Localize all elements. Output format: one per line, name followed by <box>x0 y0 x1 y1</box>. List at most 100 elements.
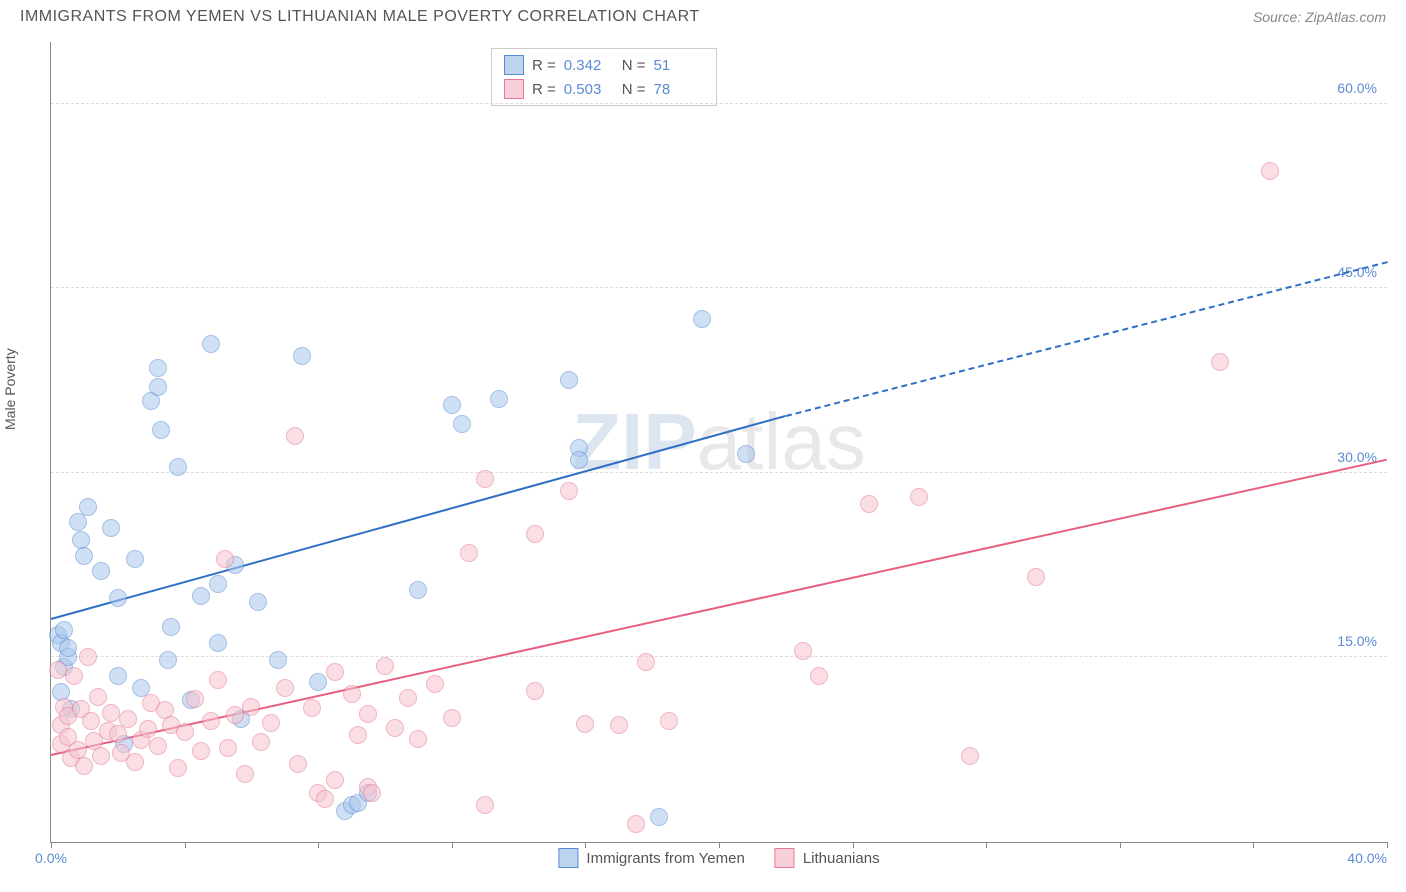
data-point <box>326 663 344 681</box>
data-point <box>576 715 594 733</box>
data-point <box>409 730 427 748</box>
data-point <box>176 723 194 741</box>
legend-item-1: Immigrants from Yemen <box>558 848 744 868</box>
gridline-h <box>51 103 1387 104</box>
legend-swatch-1 <box>558 848 578 868</box>
data-point <box>92 747 110 765</box>
data-point <box>453 415 471 433</box>
data-point <box>309 673 327 691</box>
data-point <box>169 458 187 476</box>
data-point <box>75 547 93 565</box>
regression-line <box>786 262 1388 418</box>
data-point <box>637 653 655 671</box>
source-attribution: Source: ZipAtlas.com <box>1253 9 1386 25</box>
data-point <box>149 737 167 755</box>
x-tick <box>1120 842 1121 848</box>
data-point <box>186 690 204 708</box>
data-point <box>59 639 77 657</box>
data-point <box>109 589 127 607</box>
y-tick-label: 60.0% <box>1337 80 1377 96</box>
data-point <box>910 488 928 506</box>
data-point <box>119 710 137 728</box>
data-point <box>102 519 120 537</box>
y-tick-label: 15.0% <box>1337 633 1377 649</box>
data-point <box>236 765 254 783</box>
data-point <box>159 651 177 669</box>
data-point <box>1261 162 1279 180</box>
data-point <box>269 651 287 669</box>
data-point <box>149 359 167 377</box>
data-point <box>209 634 227 652</box>
data-point <box>490 390 508 408</box>
data-point <box>476 796 494 814</box>
data-point <box>226 706 244 724</box>
data-point <box>560 482 578 500</box>
data-point <box>363 784 381 802</box>
data-point <box>202 712 220 730</box>
legend-swatch-series-1 <box>504 55 524 75</box>
data-point <box>209 671 227 689</box>
gridline-h <box>51 656 1387 657</box>
n-value-1: 51 <box>654 57 704 74</box>
data-point <box>399 689 417 707</box>
data-point <box>343 685 361 703</box>
plot-area: ZIPatlas R = 0.342 N = 51 R = 0.503 N = … <box>50 42 1387 843</box>
x-tick-label: 0.0% <box>35 850 67 866</box>
data-point <box>55 621 73 639</box>
data-point <box>476 470 494 488</box>
n-label: N = <box>622 57 646 74</box>
data-point <box>286 427 304 445</box>
data-point <box>386 719 404 737</box>
data-point <box>376 657 394 675</box>
data-point <box>75 757 93 775</box>
data-point <box>126 753 144 771</box>
data-point <box>149 378 167 396</box>
data-point <box>82 712 100 730</box>
data-point <box>276 679 294 697</box>
legend-swatch-2 <box>775 848 795 868</box>
data-point <box>289 755 307 773</box>
data-point <box>660 712 678 730</box>
data-point <box>570 451 588 469</box>
data-point <box>126 550 144 568</box>
data-point <box>349 726 367 744</box>
data-point <box>49 661 67 679</box>
x-tick <box>452 842 453 848</box>
data-point <box>192 742 210 760</box>
legend-item-2: Lithuanians <box>775 848 880 868</box>
data-point <box>409 581 427 599</box>
data-point <box>152 421 170 439</box>
data-point <box>209 575 227 593</box>
data-point <box>65 667 83 685</box>
data-point <box>92 562 110 580</box>
data-point <box>650 808 668 826</box>
legend-label-1: Immigrants from Yemen <box>586 850 744 867</box>
data-point <box>794 642 812 660</box>
data-point <box>242 698 260 716</box>
data-point <box>460 544 478 562</box>
data-point <box>1027 568 1045 586</box>
data-point <box>526 682 544 700</box>
gridline-h <box>51 287 1387 288</box>
chart-container: ZIPatlas R = 0.342 N = 51 R = 0.503 N = … <box>50 42 1386 842</box>
watermark: ZIPatlas <box>572 396 865 488</box>
gridline-h <box>51 472 1387 473</box>
data-point <box>262 714 280 732</box>
data-point <box>72 531 90 549</box>
r-value-2: 0.503 <box>564 81 614 98</box>
data-point <box>610 716 628 734</box>
data-point <box>1211 353 1229 371</box>
x-tick <box>1387 842 1388 848</box>
data-point <box>860 495 878 513</box>
data-point <box>109 667 127 685</box>
data-point <box>560 371 578 389</box>
x-tick <box>318 842 319 848</box>
data-point <box>693 310 711 328</box>
data-point <box>627 815 645 833</box>
data-point <box>249 593 267 611</box>
r-label: R = <box>532 81 556 98</box>
legend-swatch-series-2 <box>504 79 524 99</box>
x-tick <box>585 842 586 848</box>
data-point <box>293 347 311 365</box>
data-point <box>192 587 210 605</box>
